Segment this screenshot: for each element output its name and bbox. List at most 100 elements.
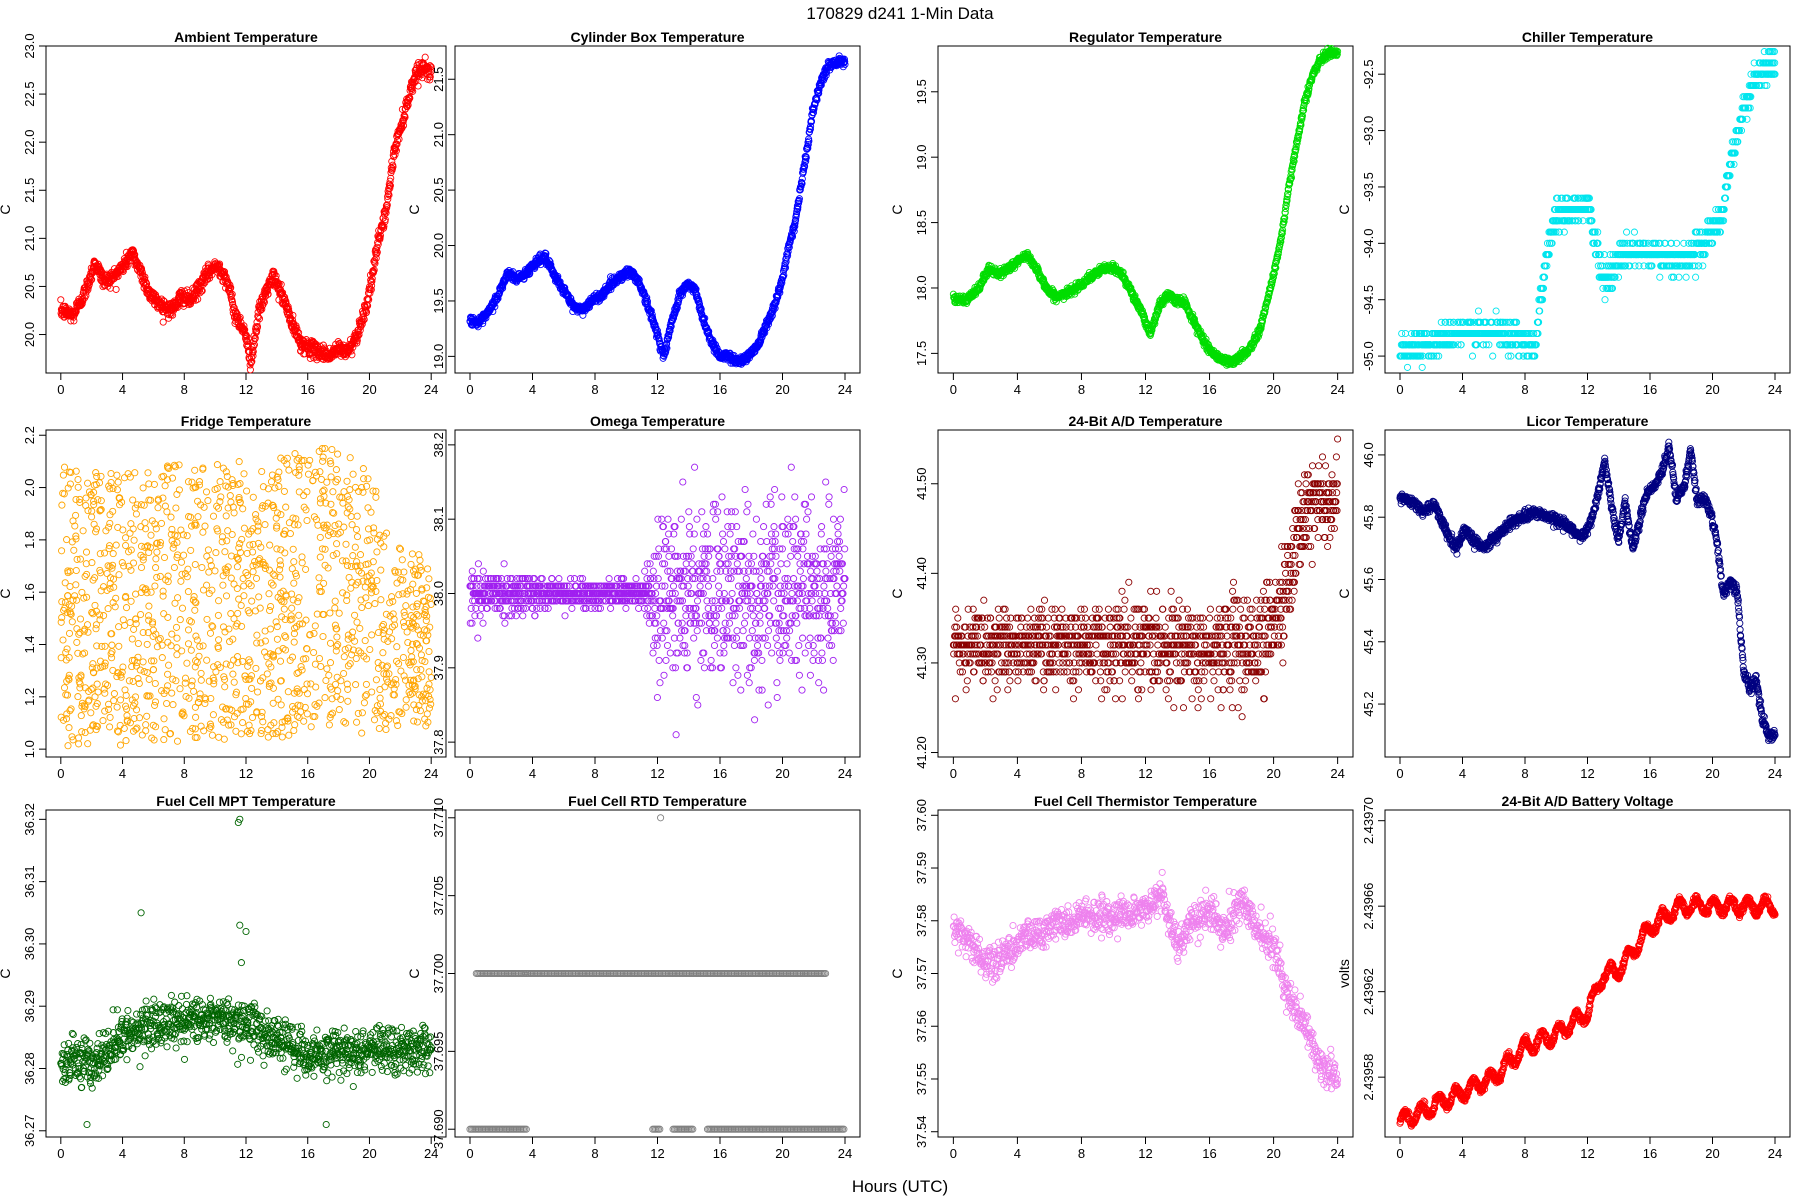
data-point (246, 366, 254, 374)
y-tick-label: 21.0 (431, 122, 446, 147)
figure-title: 170829 d241 1-Min Data (806, 4, 994, 23)
chart-panel: Chiller Temperature 0 4 8 12 16 20 24 -95.0 -94.5… (1336, 29, 1791, 397)
data-point (216, 260, 224, 268)
data-point (140, 280, 148, 288)
y-tick-label: -92.5 (1361, 59, 1376, 89)
data-point (1601, 296, 1609, 304)
data-point (198, 287, 206, 295)
data-point (70, 317, 78, 325)
x-tick-label: 12 (1580, 382, 1594, 397)
y-tick-label: 20.0 (431, 233, 446, 258)
x-tick-label: 24 (838, 382, 852, 397)
x-tick-label: 16 (300, 382, 314, 397)
data-point (227, 291, 235, 300)
data-point (228, 290, 236, 298)
y-axis-label: C (1336, 204, 1352, 214)
x-tick-label: 8 (1521, 382, 1528, 397)
x-tick-label: 0 (466, 382, 473, 397)
y-tick-label: -93.0 (1361, 116, 1376, 146)
data-point (82, 288, 90, 296)
data-point (169, 311, 177, 319)
x-tick-label: 24 (1768, 382, 1782, 397)
data-point (57, 296, 65, 304)
data-point (79, 297, 87, 305)
x-tick-label: 8 (1078, 382, 1085, 397)
x-tick-label: 16 (1202, 382, 1216, 397)
data-point (1656, 273, 1664, 281)
data-point (234, 313, 242, 321)
data-point (194, 295, 202, 303)
data-point (159, 318, 167, 326)
x-tick-label: 0 (950, 382, 957, 397)
y-tick-label: 17.5 (914, 341, 929, 366)
y-tick-label: 20.5 (22, 274, 37, 299)
data-point (1468, 352, 1477, 360)
x-tick-label: 20 (775, 382, 789, 397)
x-tick-label: 24 (424, 382, 438, 397)
data-point (1403, 363, 1412, 371)
data-point (1418, 363, 1426, 371)
x-tick-label: 0 (57, 382, 64, 397)
x-tick-label: 16 (1643, 382, 1657, 397)
data-point (206, 274, 214, 282)
x-tick-label: 0 (1396, 382, 1403, 397)
y-tick-label: 21.5 (431, 67, 446, 92)
chart-title: Chiller Temperature (1522, 29, 1653, 45)
x-tick-label: 8 (591, 382, 598, 397)
data-point (220, 268, 229, 276)
y-tick-label: 20.5 (431, 177, 446, 202)
y-tick-label: 19.5 (431, 288, 446, 313)
x-tick-label: 4 (529, 382, 536, 397)
y-tick-label: 19.0 (431, 344, 446, 369)
y-tick-label: 22.0 (22, 130, 37, 155)
x-tick-label: 24 (1330, 382, 1344, 397)
x-tick-label: 20 (1705, 382, 1719, 397)
data-point (230, 304, 238, 312)
data-point (78, 293, 86, 301)
y-tick-label: 23.0 (22, 33, 37, 58)
x-tick-label: 8 (181, 382, 188, 397)
data-point (421, 53, 429, 61)
data-point (141, 273, 149, 281)
data-point (226, 281, 234, 289)
chart-title: Ambient Temperature (174, 29, 318, 45)
data-series (466, 52, 849, 368)
y-axis-label: C (406, 204, 422, 214)
data-point (199, 280, 207, 288)
y-tick-label: -94.5 (1361, 285, 1376, 315)
data-point (123, 263, 131, 271)
x-tick-label: 16 (713, 382, 727, 397)
x-tick-label: 20 (1266, 382, 1280, 397)
data-point (78, 300, 86, 308)
x-tick-label: 12 (1138, 382, 1152, 397)
data-point (137, 264, 146, 273)
data-point (77, 301, 85, 309)
y-tick-label: 22.5 (22, 81, 37, 106)
data-point (1489, 352, 1497, 360)
data-point (138, 269, 146, 277)
y-tick-label: 21.5 (22, 178, 37, 203)
y-tick-label: 19.5 (914, 79, 929, 104)
data-point (204, 275, 212, 283)
x-tick-label: 4 (1459, 382, 1466, 397)
y-tick-label: 18.5 (914, 210, 929, 235)
y-tick-label: -94.0 (1361, 229, 1376, 259)
x-tick-label: 4 (1014, 382, 1021, 397)
y-tick-label: 19.0 (914, 145, 929, 170)
data-point (1401, 329, 1410, 338)
y-tick-label: -95.0 (1361, 341, 1376, 371)
y-axis-label: C (0, 204, 13, 214)
data-point (1630, 228, 1638, 236)
x-tick-label: 4 (119, 382, 126, 397)
data-series (1396, 48, 1779, 371)
data-point (112, 285, 120, 293)
data-point (1623, 228, 1631, 236)
x-tick-label: 12 (239, 382, 253, 397)
chart-title: Regulator Temperature (1069, 29, 1222, 45)
data-series (57, 53, 435, 374)
y-tick-label: 21.0 (22, 226, 37, 251)
